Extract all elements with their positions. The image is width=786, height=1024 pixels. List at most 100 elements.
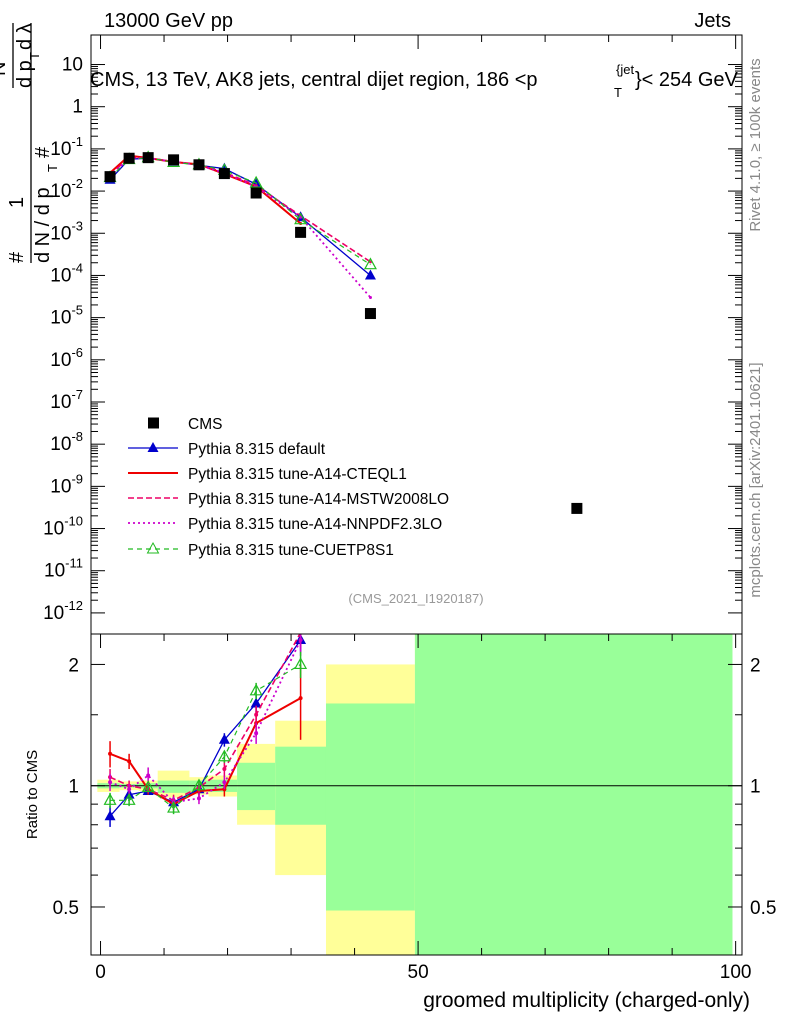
data-point [363, 257, 377, 270]
ratio-point [254, 731, 259, 736]
data-point [571, 502, 583, 514]
header-left-label: 13000 GeV pp [104, 10, 233, 32]
y-axis-label-part: # [6, 251, 28, 263]
y-axis-label-part: 1 [6, 197, 28, 208]
ratio-point [141, 780, 155, 793]
legend-label: Pythia 8.315 tune-A14-CTEQL1 [188, 466, 407, 483]
data-point [294, 212, 308, 225]
uncertainty-band-green [237, 762, 276, 811]
legend-label: Pythia 8.315 tune-CUETP8S1 [188, 542, 394, 559]
y-tick-label: 10-3 [50, 218, 83, 244]
ratio-y-tick-label-right: 1 [750, 777, 761, 798]
data-point [168, 154, 180, 166]
chart-title: CMS, 13 TeV, AK8 jets, central dijet reg… [90, 69, 538, 91]
series-line [109, 157, 371, 266]
ratio-point [167, 800, 181, 813]
ratio-series-line [109, 639, 302, 817]
x-tick-label: 100 [720, 962, 752, 983]
y-axis-label-part: # [32, 146, 54, 158]
y-tick-label: 1 [72, 97, 83, 118]
uncertainty-band-green [414, 634, 733, 955]
ratio-point [298, 696, 303, 701]
y-tick-label: 10-7 [50, 387, 83, 413]
header-right-label: Jets [694, 10, 731, 32]
data-point [193, 159, 205, 171]
data-point [104, 171, 116, 183]
ratio-point [146, 773, 151, 778]
chart-title-tail: }< 254 GeV [635, 69, 739, 91]
y-tick-label: 10-6 [50, 345, 83, 371]
chart-title-sub: T [614, 85, 622, 100]
mcplots-label: mcplots.cern.ch [arXiv:2401.10621] [747, 362, 764, 597]
x-axis-label: groomed multiplicity (charged-only) [423, 989, 750, 1012]
legend-label: Pythia 8.315 tune-A14-MSTW2008LO [188, 491, 449, 508]
data-point [364, 308, 376, 320]
ratio-y-tick-label-right: 0.5 [750, 898, 776, 919]
y-axis-label-part: d p [14, 60, 36, 88]
main-plot-panel: 10-1210-1110-1010-910-810-710-610-510-41… [0, 23, 743, 635]
y-tick-label: 10 [62, 55, 83, 76]
legend-marker [147, 442, 159, 452]
data-point [250, 187, 262, 199]
ratio-point [122, 793, 136, 805]
uncertainty-band-green [325, 703, 415, 911]
y-tick-label: 10-11 [44, 556, 83, 582]
series-line [109, 156, 371, 263]
x-tick-label: 50 [408, 962, 429, 983]
y-axis-label-part: N [0, 62, 10, 76]
ratio-point [294, 657, 308, 670]
ratio-point [196, 796, 201, 801]
y-tick-label: 10-9 [50, 471, 83, 497]
ratio-point [127, 787, 132, 792]
ratio-point [222, 767, 227, 772]
ratio-point [217, 749, 231, 762]
data-point [218, 168, 230, 180]
ratio-series-line [110, 663, 301, 809]
series-line [109, 157, 371, 276]
ratio-point [192, 778, 206, 791]
y-axis-label-part: T [27, 52, 42, 60]
data-point [295, 226, 307, 238]
y-tick-label: 10-4 [50, 260, 83, 286]
ratio-y-tick-label-right: 2 [750, 655, 761, 676]
legend-label: CMS [188, 416, 222, 433]
ratio-point [108, 780, 113, 785]
ratio-point [108, 751, 113, 756]
data-point [368, 296, 372, 300]
data-point [299, 215, 303, 219]
analysis-watermark: (CMS_2021_I1920187) [348, 591, 483, 606]
data-point [142, 152, 154, 164]
ratio-frame [90, 633, 743, 956]
y-tick-label: 10-12 [43, 598, 83, 624]
legend-label: Pythia 8.315 default [188, 441, 326, 458]
ratio-y-tick-label: 0.5 [53, 898, 79, 919]
ratio-y-axis-label: Ratio to CMS [24, 750, 41, 839]
y-axis-label-part: T [45, 164, 60, 172]
ratio-y-tick-label: 2 [68, 655, 79, 676]
ratio-point [222, 780, 227, 785]
ratio-point [103, 793, 117, 805]
legend-marker [148, 417, 159, 429]
y-axis-label-part: d λ [14, 23, 36, 50]
ratio-point [250, 697, 262, 708]
ratio-point [254, 712, 259, 717]
legend-marker [146, 541, 160, 554]
ratio-series-line [109, 639, 302, 804]
ratio-y-tick-label: 1 [68, 777, 79, 798]
data-point [249, 175, 263, 188]
y-tick-label: 10-8 [50, 429, 83, 455]
y-tick-label: 10-2 [50, 176, 83, 202]
ratio-series-group [103, 634, 308, 827]
y-tick-label: 10-1 [50, 134, 83, 160]
data-point [123, 152, 135, 164]
y-axis-label: #1d N / d pT#N2d pTd λ [0, 23, 60, 263]
data-point [364, 269, 376, 280]
chart-title-sup: {jet [616, 62, 634, 77]
y-tick-label: 10-5 [50, 303, 83, 329]
ratio-point [127, 759, 132, 764]
ratio-point [104, 810, 116, 821]
y-tick-label: 10-10 [43, 514, 83, 540]
ratio-point [298, 637, 303, 642]
y-axis-label-part: d N / d p [32, 187, 54, 263]
